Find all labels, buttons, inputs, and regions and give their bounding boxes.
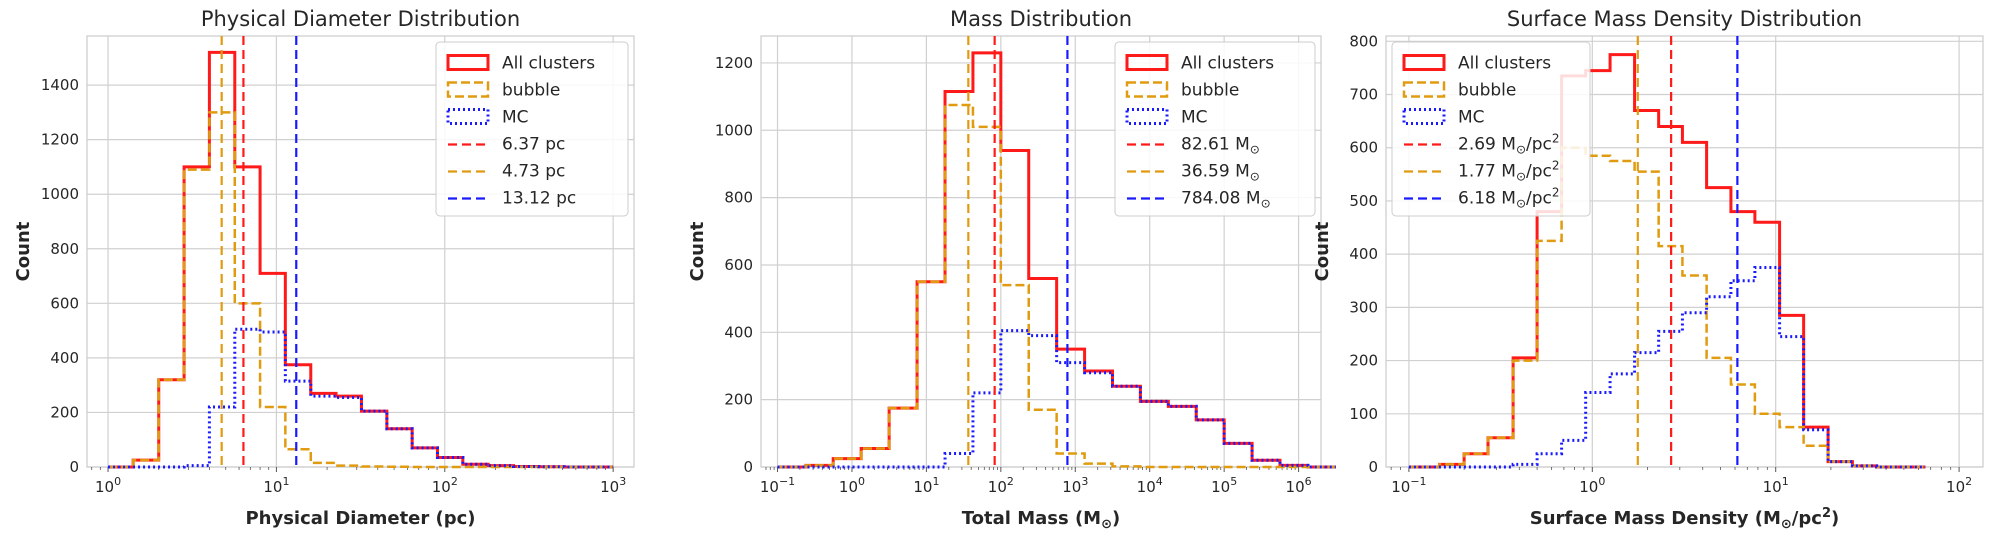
x-tick-label: 102 xyxy=(988,475,1014,496)
legend-label: 6.37 pc xyxy=(502,135,565,155)
y-tick-label: 200 xyxy=(1349,352,1378,370)
y-tick-label: 200 xyxy=(50,403,79,421)
x-tick-label: 102 xyxy=(1946,475,1972,496)
y-tick-label: 800 xyxy=(1349,32,1378,50)
y-tick-label: 1400 xyxy=(41,76,79,94)
legend-label: 13.12 pc xyxy=(502,189,576,209)
y-tick-label: 600 xyxy=(724,256,753,274)
x-tick-label: 106 xyxy=(1286,475,1312,496)
y-tick-label: 700 xyxy=(1349,86,1378,104)
histogram-all-clusters xyxy=(777,51,1336,469)
legend-swatch xyxy=(1125,108,1169,125)
y-tick-label: 800 xyxy=(50,240,79,258)
legend-swatch xyxy=(446,81,490,98)
chart-panel-1: 100 101 102 103 0 200 400 600 800 1000 1200 1400 Phy… xyxy=(13,7,635,529)
legend-label: 6.18 M⊙/pc2 xyxy=(1458,186,1560,211)
y-tick-label: 100 xyxy=(1349,405,1378,423)
legend-label: 4.73 pc xyxy=(502,162,565,182)
y-tick-label: 500 xyxy=(1349,192,1378,210)
legend: All clusters bubble MC 82.61 M⊙ 36.59 M⊙ 784.… xyxy=(1114,41,1316,217)
legend-label: All clusters xyxy=(1181,54,1274,74)
x-tick-label: 10−1 xyxy=(1391,475,1426,496)
histogram-bubble xyxy=(1408,146,1926,469)
x-tick-label: 102 xyxy=(432,475,458,496)
x-tick-label: 104 xyxy=(1137,475,1163,496)
x-tick-label: 103 xyxy=(600,475,626,496)
histogram-mc xyxy=(108,327,614,469)
histogram-mc xyxy=(1408,265,1926,469)
y-tick-label: 0 xyxy=(69,458,79,476)
x-tick-label: 105 xyxy=(1211,475,1237,496)
legend-swatch xyxy=(1402,54,1446,71)
y-tick-label: 400 xyxy=(1349,245,1378,263)
legend-label: MC xyxy=(502,108,529,128)
x-tick-label: 101 xyxy=(1763,475,1789,496)
y-axis-label: Count xyxy=(13,221,34,281)
chart-panel-3: 10−1 100 101 102 0 100 200 300 400 500 600 700 800 Su… xyxy=(1312,7,1984,532)
y-tick-label: 1200 xyxy=(715,54,753,72)
legend-label: bubble xyxy=(502,81,560,101)
y-axis-label: Count xyxy=(687,221,708,281)
legend-swatch xyxy=(1402,81,1446,98)
chart-panel-2: 10−1 100 101 102 103 104 105 106 0 200 400 600 800 10… xyxy=(687,7,1336,532)
chart-title: Surface Mass Density Distribution xyxy=(1507,7,1862,31)
legend: All clusters bubble MC 6.37 pc 4.73 pc 13.12 … xyxy=(435,41,629,217)
legend-label: 36.59 M⊙ xyxy=(1181,162,1260,184)
legend-label: bubble xyxy=(1181,81,1239,101)
legend-label: 82.61 M⊙ xyxy=(1181,135,1260,157)
histogram-mc xyxy=(777,329,1336,469)
legend-swatch xyxy=(446,54,490,71)
y-tick-label: 0 xyxy=(743,458,753,476)
y-tick-label: 200 xyxy=(724,391,753,409)
y-tick-label: 600 xyxy=(50,294,79,312)
legend-box xyxy=(1114,41,1316,217)
y-tick-label: 400 xyxy=(50,349,79,367)
legend-swatch xyxy=(1402,108,1446,125)
legend-label: 784.08 M⊙ xyxy=(1181,189,1271,211)
plot-frame xyxy=(1385,35,1984,468)
x-tick-label: 101 xyxy=(913,475,939,496)
legend-swatch xyxy=(1125,54,1169,71)
legend-label: 2.69 M⊙/pc2 xyxy=(1458,132,1560,157)
y-tick-label: 1000 xyxy=(41,185,79,203)
y-tick-label: 800 xyxy=(724,189,753,207)
x-tick-label: 10−1 xyxy=(760,475,795,496)
y-tick-label: 1000 xyxy=(715,121,753,139)
x-tick-label: 103 xyxy=(1062,475,1088,496)
x-tick-label: 100 xyxy=(1579,475,1605,496)
y-axis-label: Count xyxy=(1312,221,1333,281)
legend-label: All clusters xyxy=(502,54,595,74)
x-axis-label: Physical Diameter (pc) xyxy=(245,508,475,529)
chart-title: Physical Diameter Distribution xyxy=(201,7,520,31)
y-tick-label: 300 xyxy=(1349,298,1378,316)
legend-label: bubble xyxy=(1458,81,1516,101)
legend-swatch xyxy=(446,108,490,125)
x-tick-label: 101 xyxy=(263,475,289,496)
legend-label: MC xyxy=(1181,108,1208,128)
legend-label: All clusters xyxy=(1458,54,1551,74)
legend-swatch xyxy=(1125,81,1169,98)
x-axis-label: Surface Mass Density (M⊙/pc2) xyxy=(1530,506,1839,532)
histogram-bubble xyxy=(777,103,1336,469)
y-tick-label: 0 xyxy=(1368,458,1378,476)
legend-box xyxy=(1391,41,1591,217)
legend-label: MC xyxy=(1458,108,1485,128)
legend-label: 1.77 M⊙/pc2 xyxy=(1458,159,1560,184)
y-tick-label: 1200 xyxy=(41,131,79,149)
histogram-bubble xyxy=(108,111,614,469)
x-tick-label: 100 xyxy=(95,475,121,496)
y-tick-label: 400 xyxy=(724,323,753,341)
y-tick-label: 600 xyxy=(1349,139,1378,157)
x-axis-label: Total Mass (M⊙) xyxy=(962,508,1120,532)
plot-frame xyxy=(760,35,1322,468)
x-tick-label: 100 xyxy=(839,475,865,496)
chart-title: Mass Distribution xyxy=(950,7,1132,31)
